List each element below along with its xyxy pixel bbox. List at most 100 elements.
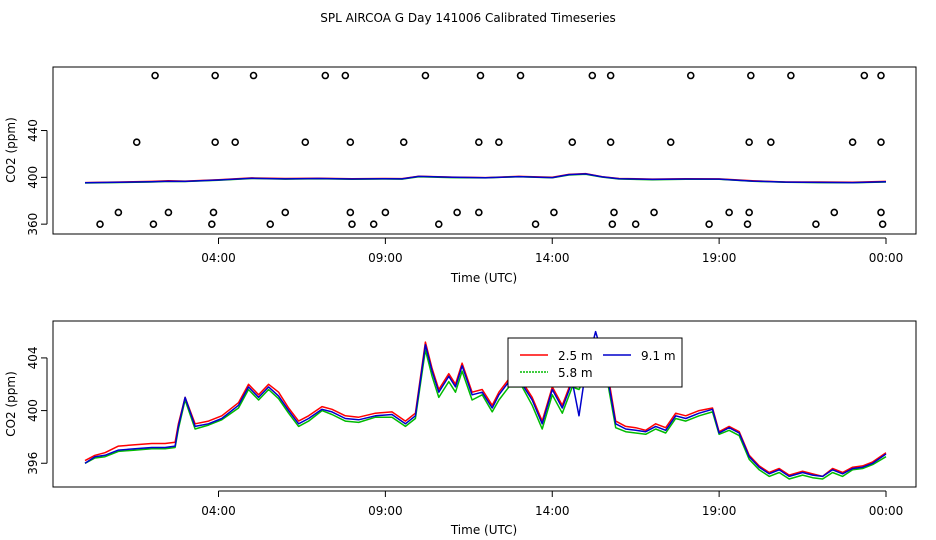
legend-label-2-5m: 2.5 m xyxy=(558,349,593,363)
scatter-point xyxy=(531,220,540,228)
scatter-point xyxy=(281,208,290,217)
scatter-point xyxy=(860,71,869,80)
scatter-point xyxy=(96,220,104,228)
scatter-point xyxy=(211,138,219,147)
scatter-point xyxy=(209,208,218,217)
scatter-point xyxy=(745,138,753,147)
scatter-point xyxy=(608,220,617,228)
scatter-point xyxy=(606,138,615,147)
scatter-point xyxy=(321,71,330,80)
scatter-point xyxy=(434,220,443,228)
scatter-point xyxy=(132,138,141,147)
scatter-point xyxy=(249,71,258,80)
series-line-2-5-m xyxy=(84,341,887,478)
top-series-lines xyxy=(84,172,887,184)
top-panel: 04:00 09:00 14:00 19:00 00:00 360 400 440 Time… xyxy=(4,66,917,285)
x-tick-label: 09:00 xyxy=(368,251,403,265)
x-tick-label: 09:00 xyxy=(368,504,403,518)
x-tick-label: 19:00 xyxy=(702,251,737,265)
bottom-panel: 04:00 09:00 14:00 19:00 00:00 396 400 404 Time… xyxy=(4,320,917,537)
legend-label-9-1m: 9.1 m xyxy=(641,349,676,363)
x-tick-label: 04:00 xyxy=(201,251,236,265)
y-tick-label: 396 xyxy=(26,452,40,475)
scatter-point xyxy=(830,208,839,217)
scatter-point xyxy=(812,220,820,228)
top-scatter-points xyxy=(96,71,887,228)
series-line-9-1-m xyxy=(84,330,887,478)
bottom-y-axis-label: CO2 (ppm) xyxy=(4,371,18,437)
scatter-point xyxy=(114,208,123,217)
x-tick-label: 19:00 xyxy=(702,504,737,518)
scatter-point xyxy=(550,208,558,217)
scatter-point xyxy=(399,138,408,147)
y-tick-label: 440 xyxy=(26,119,40,142)
scatter-point xyxy=(767,138,775,147)
scatter-point xyxy=(725,208,733,217)
scatter-point xyxy=(208,220,216,228)
scatter-point xyxy=(606,71,615,80)
scatter-point xyxy=(266,220,275,228)
scatter-point xyxy=(476,71,485,80)
scatter-point xyxy=(877,71,885,80)
series-line-9-1-m xyxy=(84,173,887,184)
bottom-x-axis: 04:00 09:00 14:00 19:00 00:00 xyxy=(201,490,904,518)
scatter-point xyxy=(231,138,239,147)
scatter-point xyxy=(453,208,461,217)
y-tick-label: 360 xyxy=(26,213,40,236)
legend: 2.5 m 9.1 m 5.8 m xyxy=(507,337,683,388)
scatter-point xyxy=(747,71,755,80)
scatter-point xyxy=(588,71,597,80)
scatter-point xyxy=(149,220,158,228)
x-tick-label: 00:00 xyxy=(869,504,904,518)
scatter-point xyxy=(211,71,219,80)
scatter-point xyxy=(787,71,795,80)
scatter-point xyxy=(369,220,378,228)
bottom-x-axis-label: Time (UTC) xyxy=(450,523,517,537)
scatter-point xyxy=(516,71,525,80)
bottom-plot-frame xyxy=(52,320,917,488)
y-tick-label: 400 xyxy=(26,166,40,189)
scatter-point xyxy=(346,138,355,147)
scatter-point xyxy=(705,220,713,228)
figure-title: SPL AIRCOA G Day 141006 Calibrated Times… xyxy=(320,11,615,25)
x-tick-label: 04:00 xyxy=(201,504,236,518)
legend-label-5-8m: 5.8 m xyxy=(558,366,593,380)
scatter-point xyxy=(346,208,355,217)
scatter-point xyxy=(610,208,618,217)
scatter-point xyxy=(666,138,675,147)
scatter-point xyxy=(348,220,356,228)
x-tick-label: 14:00 xyxy=(535,504,570,518)
scatter-point xyxy=(421,71,430,80)
scatter-point xyxy=(877,208,885,217)
y-tick-label: 404 xyxy=(26,346,40,369)
scatter-point xyxy=(877,138,885,147)
x-tick-label: 00:00 xyxy=(869,251,904,265)
scatter-point xyxy=(475,138,483,147)
y-tick-label: 400 xyxy=(26,399,40,422)
bottom-series-lines xyxy=(84,330,887,480)
top-y-axis-label: CO2 (ppm) xyxy=(4,117,18,183)
x-tick-label: 14:00 xyxy=(535,251,570,265)
series-line-5-8-m xyxy=(84,349,887,480)
scatter-point xyxy=(381,208,390,217)
scatter-point xyxy=(743,220,752,228)
top-plot-frame xyxy=(52,66,917,235)
scatter-point xyxy=(650,208,658,217)
scatter-point xyxy=(745,208,753,217)
top-y-axis: 360 400 440 xyxy=(26,119,48,236)
top-x-axis: 04:00 09:00 14:00 19:00 00:00 xyxy=(201,237,904,265)
scatter-point xyxy=(631,220,640,228)
scatter-point xyxy=(878,220,887,228)
scatter-point xyxy=(686,71,695,80)
legend-box xyxy=(507,337,683,388)
scatter-point xyxy=(848,138,857,147)
scatter-point xyxy=(341,71,350,80)
scatter-point xyxy=(475,208,483,217)
scatter-point xyxy=(164,208,173,217)
scatter-point xyxy=(495,138,503,147)
bottom-y-axis: 396 400 404 xyxy=(26,346,48,475)
top-x-axis-label: Time (UTC) xyxy=(450,271,517,285)
scatter-point xyxy=(568,138,577,147)
scatter-point xyxy=(151,71,159,80)
